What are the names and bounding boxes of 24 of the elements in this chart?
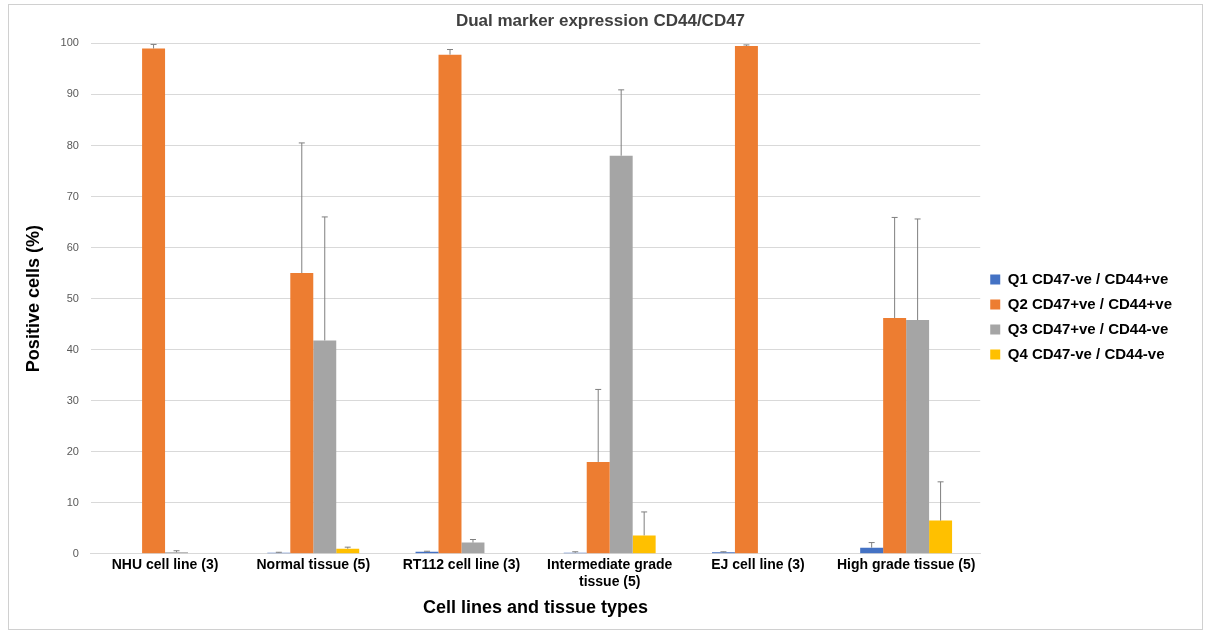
x-tick-label: NHU cell line (3) [111, 556, 219, 573]
y-tick-label: 90 [66, 87, 79, 100]
y-tick-label: 30 [66, 393, 79, 406]
x-tick-label: Normal tissue (5) [256, 556, 371, 573]
x-tick-label: Intermediate grade tissue (5) [547, 556, 673, 589]
legend-label: Q3 CD47+ve / CD44-ve [1007, 319, 1169, 337]
legend-label: Q1 CD47-ve / CD44+ve [1007, 269, 1169, 287]
x-tick-label: RT112 cell line (3) [402, 556, 521, 573]
x-axis-title: Cell lines and tissue types [423, 597, 649, 618]
y-tick-label: 20 [66, 444, 79, 457]
legend-label: Q2 CD47+ve / CD44+ve [1007, 294, 1173, 312]
y-tick-label: 100 [60, 36, 79, 49]
y-tick-label: 60 [66, 240, 79, 253]
y-tick-label: 40 [66, 342, 79, 355]
x-tick-label: High grade tissue (5) [836, 556, 976, 573]
y-axis-title: Positive cells (%) [22, 225, 43, 373]
legend-label: Q4 CD47-ve / CD44-ve [1007, 344, 1165, 362]
y-tick-label: 80 [66, 138, 79, 151]
y-tick-label: 50 [66, 291, 79, 304]
y-tick-label: 10 [66, 495, 79, 508]
x-tick-label: EJ cell line (3) [711, 556, 805, 573]
y-tick-label: 0 [72, 546, 79, 559]
chart-title: Dual marker expression CD44/CD47 [455, 10, 746, 30]
y-tick-label: 70 [66, 189, 79, 202]
